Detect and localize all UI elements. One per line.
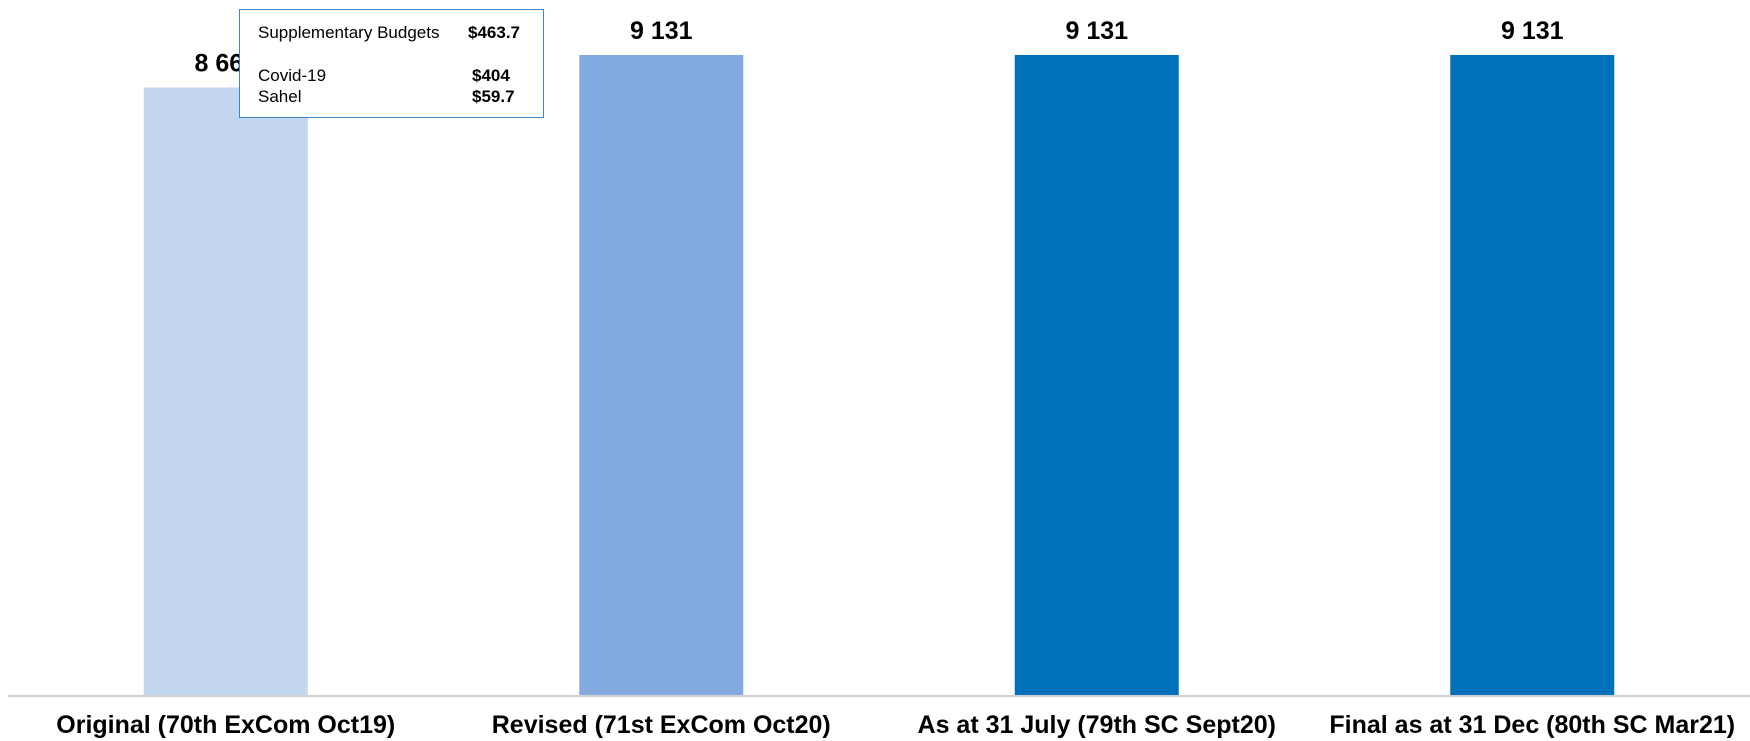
bar-value-label: 9 131 [1065,17,1128,45]
callout-item-value: $59.7 [472,87,515,106]
callout-total: $463.7 [468,23,520,42]
bar [1450,54,1615,696]
bar-value-label: 9 131 [1501,17,1564,45]
category-labels-group: Original (70th ExCom Oct19) Revised (71st… [56,711,1735,739]
bars-group [143,54,1615,697]
category-label: Original (70th ExCom Oct19) [56,711,395,739]
bar-value-label: 9 131 [630,17,693,45]
callout-title: Supplementary Budgets [258,23,440,42]
callout-item-label: Covid-19 [258,66,327,85]
bar [1014,54,1179,696]
callout-item-label: Sahel [258,87,302,106]
callout-item-value: $404 [472,66,510,85]
bar [143,87,308,697]
bar [579,54,744,696]
category-label: Revised (71st ExCom Oct20) [492,711,831,739]
category-label: Final as at 31 Dec (80th SC Mar21) [1329,711,1735,739]
supplementary-budgets-callout: Supplementary Budgets $463.7 Covid-19 $4… [239,9,544,118]
category-label: As at 31 July (79th SC Sept20) [918,711,1276,739]
